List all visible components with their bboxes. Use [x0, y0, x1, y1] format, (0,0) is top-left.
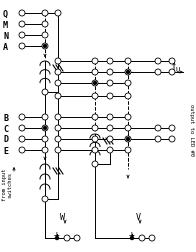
Circle shape: [42, 115, 48, 120]
Circle shape: [92, 59, 98, 65]
Circle shape: [92, 94, 98, 100]
Circle shape: [55, 70, 61, 76]
Circle shape: [42, 44, 48, 50]
Circle shape: [55, 115, 61, 120]
Circle shape: [169, 59, 175, 65]
Circle shape: [107, 147, 113, 153]
Circle shape: [130, 236, 134, 240]
Text: E: E: [3, 146, 8, 155]
Circle shape: [155, 70, 161, 76]
Circle shape: [125, 70, 131, 76]
Circle shape: [92, 137, 98, 142]
Circle shape: [42, 90, 48, 96]
Circle shape: [43, 127, 47, 131]
Circle shape: [169, 137, 175, 142]
Circle shape: [92, 81, 98, 87]
Circle shape: [43, 45, 47, 49]
Circle shape: [107, 115, 113, 120]
Circle shape: [92, 70, 98, 76]
Circle shape: [126, 71, 130, 75]
Circle shape: [155, 59, 161, 65]
Text: Q: Q: [3, 10, 8, 18]
Text: V: V: [135, 212, 141, 220]
Circle shape: [107, 137, 113, 142]
Circle shape: [107, 81, 113, 87]
Circle shape: [19, 22, 25, 28]
Circle shape: [55, 236, 59, 240]
Circle shape: [107, 70, 113, 76]
Text: B: B: [3, 113, 8, 122]
Circle shape: [19, 125, 25, 132]
Circle shape: [19, 137, 25, 142]
Circle shape: [125, 125, 131, 132]
Circle shape: [19, 147, 25, 153]
Circle shape: [64, 235, 70, 241]
Circle shape: [42, 196, 48, 202]
Circle shape: [19, 44, 25, 50]
Circle shape: [125, 81, 131, 87]
Circle shape: [74, 235, 80, 241]
Circle shape: [125, 137, 131, 142]
Circle shape: [42, 33, 48, 39]
Circle shape: [55, 125, 61, 132]
Circle shape: [169, 125, 175, 132]
Circle shape: [107, 125, 113, 132]
Text: M: M: [3, 20, 8, 29]
Circle shape: [55, 137, 61, 142]
Circle shape: [125, 94, 131, 100]
Circle shape: [155, 125, 161, 132]
Text: A: A: [3, 42, 8, 51]
Circle shape: [126, 137, 130, 141]
Circle shape: [92, 115, 98, 120]
Circle shape: [107, 94, 113, 100]
Circle shape: [19, 11, 25, 17]
Circle shape: [42, 137, 48, 142]
Circle shape: [125, 147, 131, 153]
Circle shape: [42, 11, 48, 17]
Circle shape: [169, 70, 175, 76]
Circle shape: [55, 81, 61, 87]
Circle shape: [155, 137, 161, 142]
Circle shape: [55, 59, 61, 65]
Circle shape: [92, 125, 98, 132]
Circle shape: [42, 22, 48, 28]
Text: +: +: [129, 229, 135, 239]
Text: U: U: [176, 67, 180, 73]
Circle shape: [149, 235, 155, 241]
Circle shape: [42, 125, 48, 132]
Text: W: W: [61, 212, 65, 220]
Circle shape: [92, 147, 98, 153]
Circle shape: [19, 33, 25, 39]
Circle shape: [55, 11, 61, 17]
Circle shape: [55, 147, 61, 153]
Circle shape: [125, 115, 131, 120]
Circle shape: [19, 115, 25, 120]
Text: from input
switches: from input switches: [2, 168, 12, 200]
Circle shape: [93, 82, 97, 86]
Circle shape: [55, 94, 61, 100]
Circle shape: [42, 147, 48, 153]
Text: D: D: [3, 135, 8, 144]
Text: N: N: [3, 32, 8, 40]
Text: +: +: [54, 229, 60, 239]
Text: output to LED #0: output to LED #0: [190, 104, 194, 155]
Circle shape: [92, 161, 98, 167]
Circle shape: [125, 59, 131, 65]
Circle shape: [107, 59, 113, 65]
Circle shape: [139, 235, 145, 241]
Text: C: C: [3, 124, 8, 133]
